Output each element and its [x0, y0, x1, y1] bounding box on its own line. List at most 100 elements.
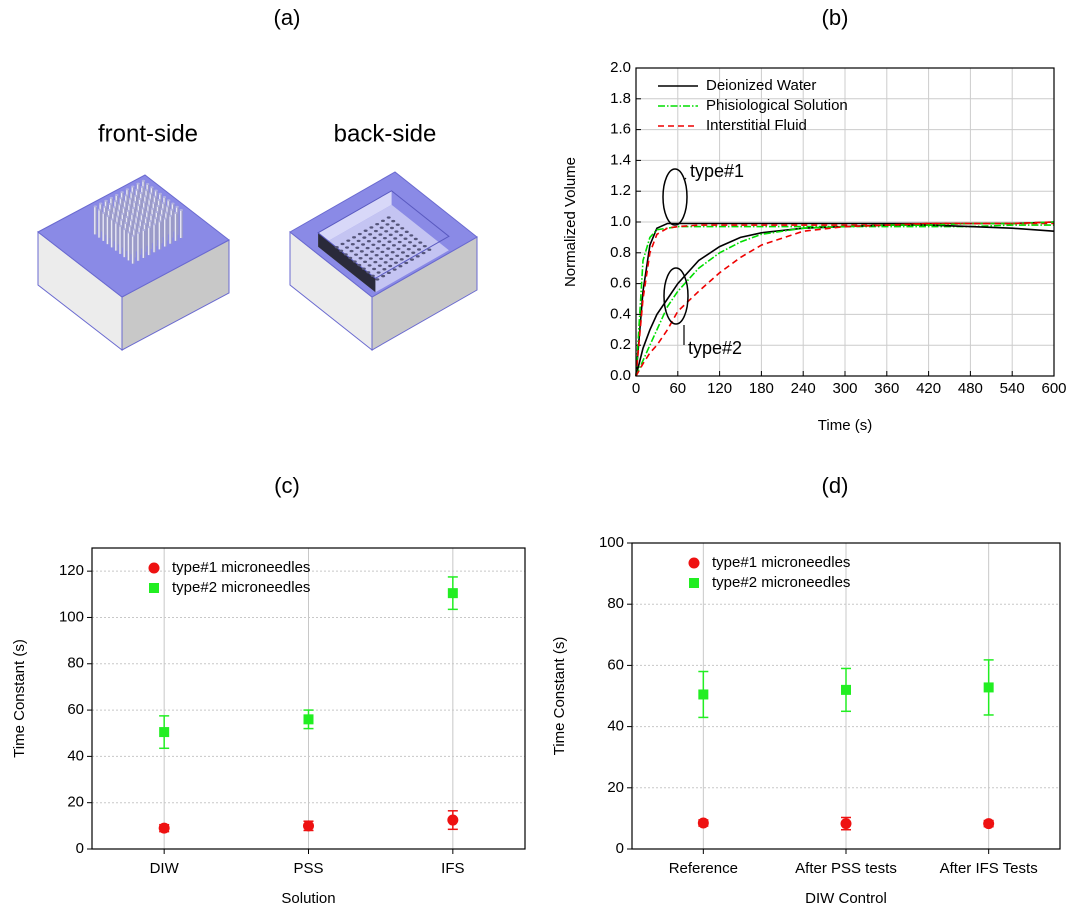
needle-top	[137, 204, 141, 207]
needle-top	[171, 202, 175, 205]
needle-top	[122, 206, 126, 209]
hole	[368, 233, 373, 236]
x-tick-label: 0	[632, 380, 640, 397]
x-tick-label: 480	[958, 380, 983, 397]
hole	[373, 260, 378, 264]
legend-label: type#2 microneedles	[172, 579, 310, 596]
hole	[361, 243, 366, 246]
hole	[409, 234, 414, 237]
hole	[356, 239, 361, 243]
needle-top	[114, 221, 119, 224]
needle-top	[125, 188, 130, 191]
marker	[303, 714, 314, 725]
legend-swatch	[149, 583, 159, 593]
needle-top	[127, 203, 131, 206]
needle-top	[107, 209, 111, 212]
hole	[372, 236, 377, 240]
needle-top	[161, 202, 165, 205]
needle-top	[152, 223, 157, 226]
needle-top	[145, 183, 150, 185]
x-tick-label: PSS	[293, 860, 323, 877]
hole	[375, 222, 380, 226]
marker	[983, 682, 994, 693]
marker	[698, 689, 709, 700]
hole	[411, 251, 416, 254]
hole	[366, 271, 371, 274]
illustration-label: front-side	[98, 120, 198, 147]
needle-top	[159, 214, 163, 217]
hole	[345, 246, 350, 249]
marker	[447, 814, 459, 826]
needle-top	[165, 205, 170, 208]
hole	[394, 230, 399, 233]
hole	[386, 216, 391, 219]
series-line	[635, 221, 1055, 377]
hole	[398, 265, 403, 268]
needle-top	[124, 222, 128, 225]
legend-swatch	[689, 578, 699, 588]
hole	[389, 257, 394, 261]
needle-top	[145, 210, 149, 213]
y-tick-label: 2.0	[610, 59, 631, 76]
hole	[379, 226, 384, 229]
hole	[409, 258, 414, 261]
y-tick-label: 1.4	[610, 151, 631, 168]
needle-top	[134, 194, 138, 197]
x-tick-label: DIW	[150, 860, 180, 877]
hole	[417, 248, 422, 251]
needle-top	[174, 211, 178, 214]
needle-top	[132, 200, 137, 203]
needle-top	[129, 191, 134, 194]
y-tick-label: 100	[59, 608, 84, 625]
hole	[406, 247, 411, 251]
hole	[370, 274, 375, 278]
x-tick-label: 240	[791, 380, 816, 397]
needle-top	[125, 215, 129, 218]
hole	[405, 254, 410, 258]
annotation-ellipse	[663, 267, 689, 325]
needle-top	[131, 234, 135, 237]
hole	[339, 249, 344, 253]
hole	[381, 243, 386, 247]
hole	[349, 249, 354, 253]
hole	[378, 233, 383, 236]
needle-top	[110, 218, 114, 221]
needle-top	[140, 213, 144, 216]
needle-top	[149, 213, 154, 216]
annotation: type#1	[690, 161, 744, 181]
legend-label: Phisiological Solution	[706, 97, 848, 114]
needle-top	[153, 195, 157, 198]
y-tick-label: 1.6	[610, 121, 631, 138]
needle-top	[137, 225, 142, 228]
hole	[404, 230, 409, 234]
y-tick-label: 20	[607, 779, 624, 796]
hole	[334, 246, 339, 249]
y-tick-label: 0	[616, 840, 624, 857]
hole	[365, 246, 370, 250]
marker	[983, 818, 995, 830]
y-tick-label: 0.0	[610, 367, 631, 384]
needle-top	[155, 211, 159, 214]
needle-top	[104, 199, 108, 202]
needle-top	[168, 214, 173, 217]
hole	[370, 250, 375, 253]
y-tick-label: 80	[67, 655, 84, 672]
x-tick-label: Reference	[669, 860, 738, 877]
needle-top	[134, 216, 139, 219]
hole	[352, 236, 357, 239]
y-axis-label: Time Constant (s)	[11, 639, 28, 758]
needle-top	[128, 225, 132, 228]
hole	[352, 260, 357, 263]
marker	[697, 817, 709, 829]
hole	[421, 251, 426, 255]
hole	[387, 240, 392, 243]
needle-top	[103, 205, 107, 208]
needle-top	[133, 222, 138, 225]
hole	[343, 253, 348, 256]
x-axis-label: Time (s)	[818, 417, 872, 434]
needle-top	[112, 206, 117, 209]
needle-top	[131, 207, 136, 209]
hole	[400, 251, 405, 254]
series-line	[635, 222, 1054, 377]
